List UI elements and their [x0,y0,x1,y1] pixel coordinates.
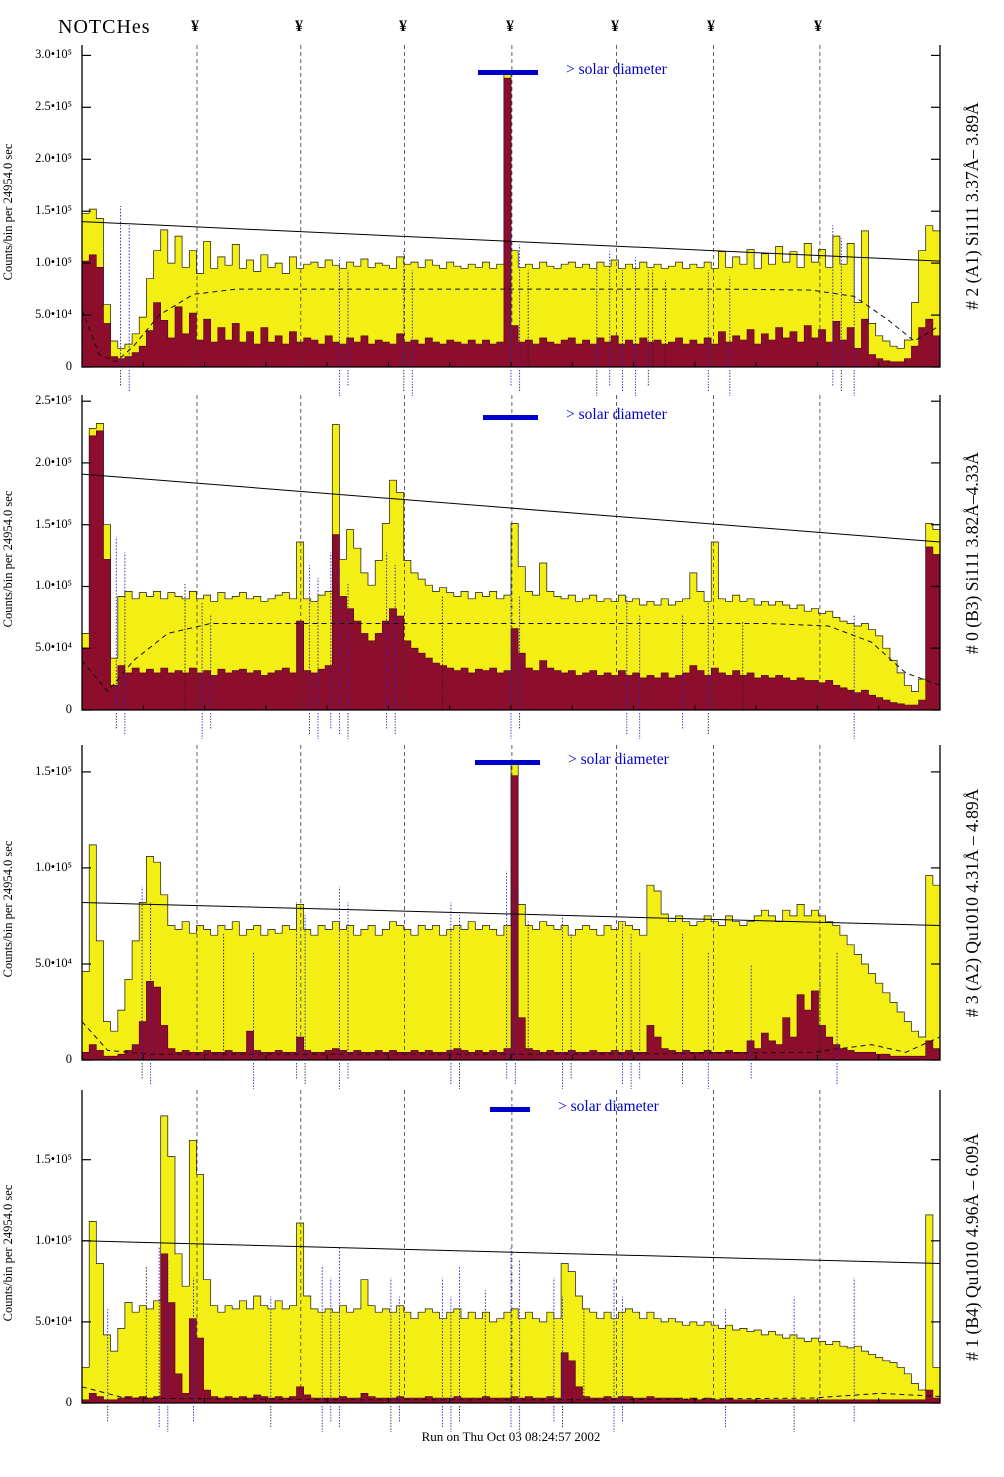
notches-title: NOTCHes [58,16,151,38]
y-tick-label: 5.0•10⁴ [35,955,72,970]
notch-marker: ¥ [814,18,822,35]
trend-line [81,473,941,543]
notch-lines [196,395,821,710]
channel-label: # 0 (B3) Si111 3.82Å–4.33Å [962,451,982,654]
maroon-histogram [81,1253,941,1404]
below-axis-microtext-marks [120,370,855,396]
y-axis-ticks: 0 5.0•10⁴ 1.0•10⁵ 1.5•10⁵ [0,745,76,1066]
plot-area: > solar diameter [81,45,941,396]
solar-diameter-label: > solar diameter [568,751,669,768]
y-axis-ticks: 0 5.0•10⁴ 1.0•10⁵ 1.5•10⁵ 2.0•10⁵ 2.5•10⁵ 3.0•… [0,45,76,373]
y-tick-label: 2.0•10⁵ [35,151,72,166]
y-tick-label: 5.0•10⁴ [35,1313,72,1328]
y-tick-label: 1.0•10⁵ [35,1232,72,1247]
maroon-histogram [81,77,941,368]
plot-area: > solar diameter [81,1090,941,1432]
y-tick-label: 1.5•10⁵ [35,203,72,218]
below-axis-microtext-marks [115,713,855,739]
y-tick-label: 0 [65,702,72,716]
y-axis-ticks: 0 5.0•10⁴ 1.0•10⁵ 1.5•10⁵ [0,1090,76,1409]
y-tick-label: 1.0•10⁵ [35,578,72,593]
notch-marker: ¥ [611,18,619,35]
solar-diameter-bar [478,70,538,75]
y-tick-label: 2.5•10⁵ [35,99,72,114]
y-tick-label: 3.0•10⁵ [35,47,72,62]
y-tick-label: 1.5•10⁵ [35,1151,72,1166]
y-tick-label: 0 [65,359,72,373]
solar-diameter-bar [475,760,540,765]
channel-label: # 1 (B4) Qu1010 4.96Å – 6.09Å [962,1132,982,1361]
y-tick-label: 1.0•10⁵ [35,859,72,874]
spectrum-panel-1: Counts/bin per 24954.0 sec 0 5.0•10⁴ 1.0•1… [0,45,1004,396]
x-tick-marks [142,362,880,367]
spectrum-panel-4: Counts/bin per 24954.0 sec 0 5.0•10⁴ 1.0•1… [0,1090,1004,1432]
spectrum-panel-2: Counts/bin per 24954.0 sec 0 5.0•10⁴ 1.0•1… [0,393,1004,739]
spectrum-svg [81,395,941,739]
y-tick-marks [82,400,940,711]
plot-area: > solar diameter [81,745,941,1089]
x-tick-marks [142,1398,880,1403]
below-axis-microtext-marks [107,1406,855,1432]
notch-marker: ¥ [506,18,514,35]
trend-line [81,902,941,926]
solar-diameter-label: > solar diameter [566,406,667,423]
y-tick-label: 2.5•10⁵ [35,393,72,408]
notch-marker: ¥ [399,18,407,35]
solar-diameter-bar [483,415,538,420]
y-tick-label: 1.5•10⁵ [35,763,72,778]
y-tick-label: 2.0•10⁵ [35,454,72,469]
x-tick-marks [142,1055,880,1060]
y-tick-marks [82,54,940,368]
y-tick-marks [82,771,940,1061]
channel-label: # 3 (A2) Qu1010 4.31Å – 4.89Å [962,788,982,1017]
spectrum-svg [81,745,941,1089]
y-tick-label: 0 [65,1395,72,1409]
spectrum-svg [81,45,941,396]
notch-marker: ¥ [191,18,199,35]
fit-dashed-line [81,1386,941,1401]
line-annotations [141,871,838,1060]
notch-marker: ¥ [295,18,303,35]
solar-diameter-label: > solar diameter [558,1098,659,1115]
x-tick-marks [142,705,880,710]
y-tick-label: 1.0•10⁵ [35,255,72,270]
line-annotations [107,1246,855,1403]
channel-label: # 2 (A1) Si111 3.37Å– 3.89Å [962,102,982,310]
y-tick-label: 5.0•10⁴ [35,307,72,322]
y-tick-label: 0 [65,1052,72,1066]
y-tick-marks [82,1159,940,1404]
spectrum-panel-3: Counts/bin per 24954.0 sec 0 5.0•10⁴ 1.0•1… [0,745,1004,1089]
plot-area: > solar diameter [81,395,941,739]
solar-diameter-label: > solar diameter [566,61,667,78]
spectrum-svg [81,1090,941,1432]
notch-row: NOTCHes ¥ ¥ ¥ ¥ ¥ ¥ ¥ [0,10,1004,42]
fit-dashed-line [81,288,941,363]
line-annotations [115,536,855,710]
notch-lines [196,1090,821,1403]
y-axis-ticks: 0 5.0•10⁴ 1.0•10⁵ 1.5•10⁵ 2.0•10⁵ 2.5•10⁵ [0,393,76,716]
maroon-histogram [81,775,941,1061]
below-axis-microtext-marks [141,1063,838,1089]
y-tick-label: 5.0•10⁴ [35,640,72,655]
notch-marker: ¥ [707,18,715,35]
line-annotations [120,206,855,367]
notch-lines [196,45,821,367]
solar-diameter-bar [490,1107,530,1112]
run-timestamp: Run on Thu Oct 03 08:24:57 2002 [421,1429,601,1444]
y-tick-label: 1.5•10⁵ [35,516,72,531]
